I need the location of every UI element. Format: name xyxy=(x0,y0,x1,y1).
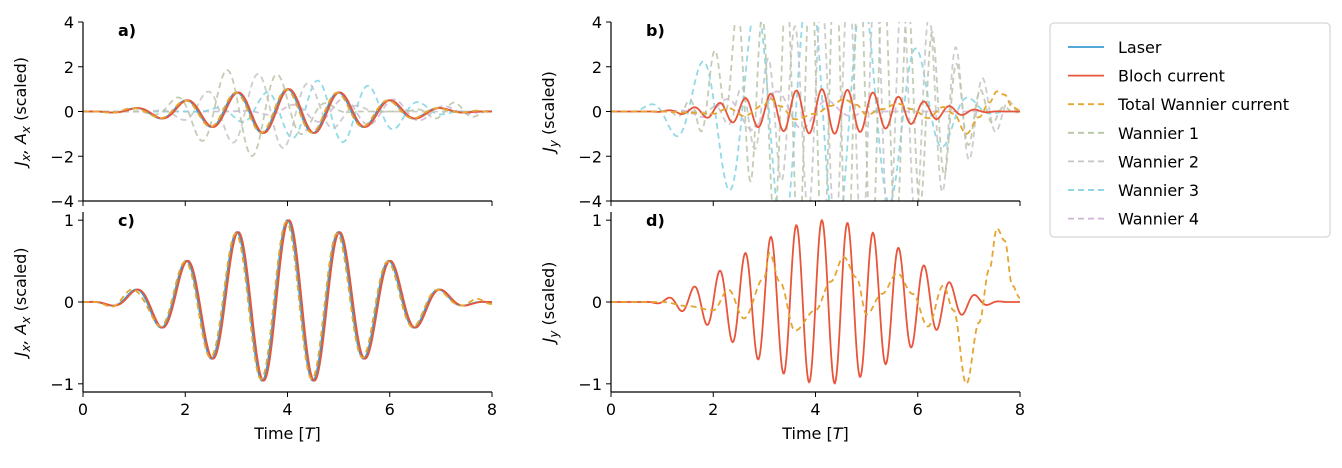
panel-d-series xyxy=(611,218,1020,385)
panel-b: −4 −2 0 2 4 b) Jy (scaled) xyxy=(539,13,1021,211)
legend: Laser Bloch current Total Wannier current W… xyxy=(1049,22,1331,238)
series-total_wannier-line xyxy=(611,227,1020,385)
panel-label: a) xyxy=(118,21,136,40)
x-tick-label: 6 xyxy=(385,400,395,419)
series-wannier3-line xyxy=(83,79,492,143)
legend-frame xyxy=(1049,22,1331,238)
series-wannier2-line xyxy=(611,22,1020,201)
x-tick-label: 8 xyxy=(487,400,497,419)
y-tick-label: 0 xyxy=(592,103,602,122)
series-wannier4-line xyxy=(83,97,492,126)
panel-a-series xyxy=(83,69,492,157)
series-bloch-line xyxy=(611,88,1020,135)
y-axis-title: Jy (scaled) xyxy=(539,262,561,346)
panel-label: c) xyxy=(118,211,135,230)
x-tick-label: 4 xyxy=(810,400,820,419)
x-tick-label: 0 xyxy=(606,400,616,419)
panel-label: b) xyxy=(646,21,665,40)
legend-label-wannier4: Wannier 4 xyxy=(1118,210,1199,229)
x-tick-label: 0 xyxy=(78,400,88,419)
y-tick-label: 0 xyxy=(64,103,74,122)
x-tick-label: 4 xyxy=(282,400,292,419)
y-tick-label: 0 xyxy=(64,293,74,312)
panel-c-series xyxy=(83,219,492,382)
x-axis-title: Time [T] xyxy=(781,424,849,443)
y-tick-label: −1 xyxy=(578,375,602,394)
legend-label-wannier1: Wannier 1 xyxy=(1118,124,1199,143)
legend-label-laser: Laser xyxy=(1118,38,1162,57)
y-axis-title: Jx, Ax (scaled) xyxy=(11,247,33,359)
y-axis-title: Jx, Ax (scaled) xyxy=(11,57,33,169)
series-wannier2-line xyxy=(83,73,492,149)
y-tick-label: −2 xyxy=(50,147,74,166)
panels-layer: −4 −2 0 2 4 a) Jx, Ax (scaled) −4 −2 0 2 4 b) Jy (sca… xyxy=(11,13,1025,443)
x-axis-title: Time [T] xyxy=(253,424,321,443)
y-tick-label: 4 xyxy=(64,13,74,32)
x-tick-label: 2 xyxy=(180,400,190,419)
y-tick-label: 2 xyxy=(64,58,74,77)
y-tick-label: 1 xyxy=(592,211,602,230)
y-axis-title: Jy (scaled) xyxy=(539,71,561,155)
panel-a: −4 −2 0 2 4 a) Jx, Ax (scaled) xyxy=(11,13,493,211)
series-bloch-line xyxy=(611,218,1020,385)
panel-b-series xyxy=(611,22,1020,201)
y-tick-label: 2 xyxy=(592,58,602,77)
y-tick-label: −4 xyxy=(50,192,74,211)
legend-label-total_wannier: Total Wannier current xyxy=(1117,95,1289,114)
series-total_wannier-line xyxy=(611,90,1020,135)
x-tick-label: 8 xyxy=(1015,400,1025,419)
y-tick-label: 4 xyxy=(592,13,602,32)
y-tick-label: −1 xyxy=(50,375,74,394)
legend-label-wannier3: Wannier 3 xyxy=(1118,181,1199,200)
y-tick-label: 0 xyxy=(592,293,602,312)
y-tick-label: −4 xyxy=(578,192,602,211)
y-tick-label: −2 xyxy=(578,147,602,166)
series-wannier1-line xyxy=(611,22,1020,201)
legend-label-wannier2: Wannier 2 xyxy=(1118,152,1199,171)
series-wannier3-line xyxy=(611,22,1020,201)
panel-label: d) xyxy=(646,211,665,230)
y-tick-label: 1 xyxy=(64,211,74,230)
legend-label-bloch: Bloch current xyxy=(1118,67,1225,86)
series-total_wannier-line xyxy=(83,88,492,134)
x-tick-label: 6 xyxy=(913,400,923,419)
x-tick-label: 2 xyxy=(708,400,718,419)
